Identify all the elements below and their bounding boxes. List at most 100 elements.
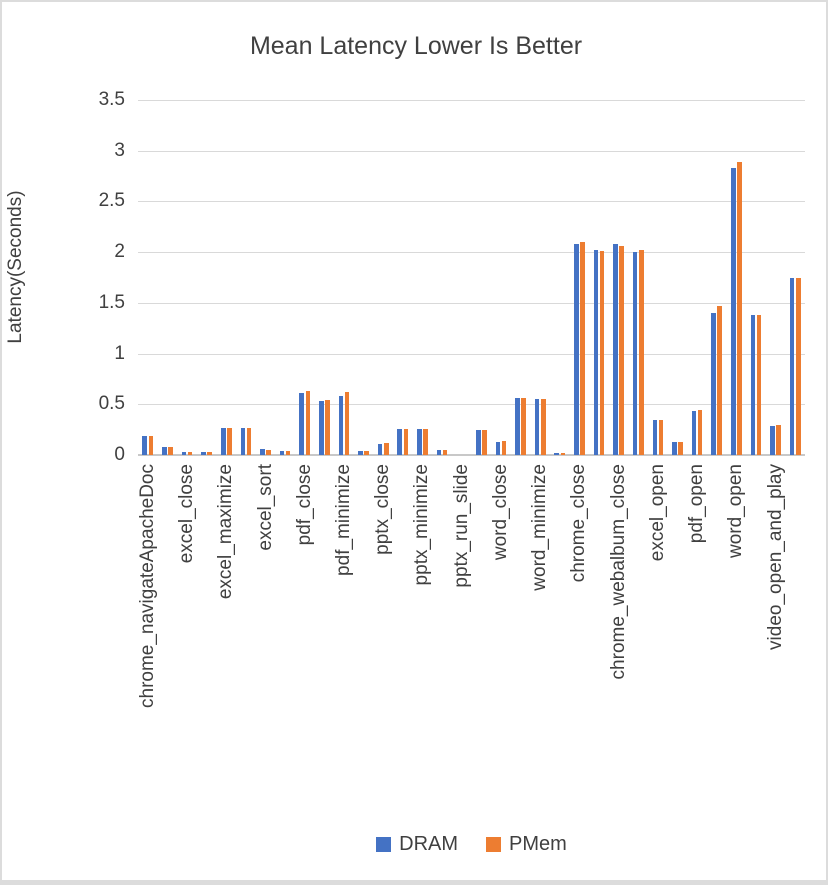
dram-bar (613, 244, 618, 455)
y-tick-label: 2.5 (98, 190, 125, 212)
y-tick-label: 1 (114, 342, 125, 364)
dram-bar (319, 400, 324, 455)
x-axis-label: word_close (489, 464, 511, 561)
pmem-bar (521, 398, 526, 455)
pmem-bar (227, 427, 232, 455)
dram-bar (554, 452, 560, 455)
dram-bar (377, 443, 383, 455)
x-axis-label: pdf_close (293, 464, 315, 546)
x-axis-label: pdf_minimize (332, 464, 354, 576)
pmem-bar (580, 242, 585, 455)
legend-label-pmem: PMem (509, 833, 567, 855)
dram-bar (240, 428, 246, 455)
x-axis-label: pptx_minimize (411, 464, 433, 586)
pmem-bar (560, 452, 566, 455)
pmem-bar (599, 251, 605, 455)
dram-bar (672, 442, 677, 455)
dram-bar (417, 428, 422, 455)
dram-bar (515, 398, 520, 455)
gridline (138, 100, 805, 101)
gridline (138, 353, 805, 355)
x-axis-label: word_minimize (529, 464, 551, 591)
x-axis-label: chrome_navigateApacheDoc (136, 464, 158, 708)
gridline (138, 150, 805, 152)
dram-swatch-icon (376, 837, 392, 852)
dram-bar (162, 446, 167, 455)
pmem-bar (482, 429, 487, 455)
dram-bar (220, 428, 226, 455)
dram-bar (711, 313, 716, 455)
pmem-bar (442, 449, 448, 455)
gridline (138, 302, 805, 304)
dram-bar (789, 277, 795, 455)
x-axis-label: excel_close (176, 464, 198, 564)
x-axis-label: excel_sort (254, 464, 276, 551)
x-axis-label: pdf_open (686, 464, 708, 544)
dram-bar (534, 399, 540, 455)
x-axis-label: pptx_run_slide (450, 464, 472, 588)
pmem-bar (325, 399, 330, 455)
dram-bar (495, 442, 501, 455)
dram-bar (632, 252, 638, 455)
legend-item-dram: DRAM (376, 833, 458, 856)
dram-bar (730, 167, 736, 455)
y-tick-label: 1.5 (98, 291, 125, 313)
pmem-swatch-icon (486, 837, 502, 852)
x-axis-label: pptx_close (372, 464, 394, 555)
dram-bar (574, 244, 579, 455)
y-axis-title: Latency(Seconds) (5, 190, 26, 344)
pmem-bar (501, 440, 507, 455)
chart-title: Mean Latency Lower Is Better (249, 32, 583, 60)
pmem-bar (364, 451, 369, 455)
pmem-bar (619, 246, 624, 455)
y-tick-label: 0.5 (98, 393, 125, 415)
pmem-bar (344, 392, 350, 455)
dram-bar (260, 449, 265, 455)
y-tick-label: 0 (114, 444, 125, 465)
dram-bar (358, 450, 363, 455)
y-tick-label: 3.5 (98, 89, 125, 110)
dram-bar (475, 430, 481, 455)
pmem-bar (207, 452, 212, 455)
pmem-bar (423, 428, 428, 455)
dram-bar (593, 250, 599, 455)
pmem-bar (639, 250, 644, 455)
dram-bar (691, 411, 697, 455)
x-axis-label: chrome_webalbum_close (607, 464, 629, 680)
dram-bar (299, 393, 304, 455)
x-axis-label: excel_maximize (215, 464, 237, 600)
legend: DRAM PMem (138, 833, 805, 856)
dram-bar (750, 315, 756, 455)
dram-bar (397, 428, 403, 455)
y-tick-label: 2 (114, 241, 125, 263)
pmem-bar (540, 399, 546, 455)
dram-bar (201, 452, 206, 455)
pmem-bar (658, 419, 664, 455)
pmem-bar (266, 449, 271, 455)
x-axis-label: chrome_close (568, 464, 590, 583)
dram-bar (436, 449, 442, 455)
pmem-bar (697, 409, 703, 455)
pmem-bar (305, 390, 311, 455)
x-axis-label: video_open_and_play (764, 464, 786, 650)
dram-bar (279, 451, 285, 455)
gridline (138, 201, 805, 203)
legend-item-pmem: PMem (486, 833, 567, 856)
gridline (138, 404, 805, 406)
y-tick-label: 3 (114, 139, 125, 161)
x-axis-label: word_open (725, 464, 747, 559)
pmem-bar (717, 305, 723, 455)
pmem-bar (168, 447, 173, 455)
dram-bar (652, 419, 658, 455)
dram-bar (338, 395, 344, 455)
pmem-bar (246, 427, 252, 455)
pmem-bar (756, 315, 762, 455)
dram-bar (181, 452, 187, 455)
pmem-bar (678, 442, 683, 455)
dram-bar (142, 435, 148, 455)
pmem-bar (737, 161, 742, 455)
dram-bar (770, 425, 775, 455)
pmem-bar (795, 277, 801, 455)
x-axis-line (138, 454, 805, 456)
